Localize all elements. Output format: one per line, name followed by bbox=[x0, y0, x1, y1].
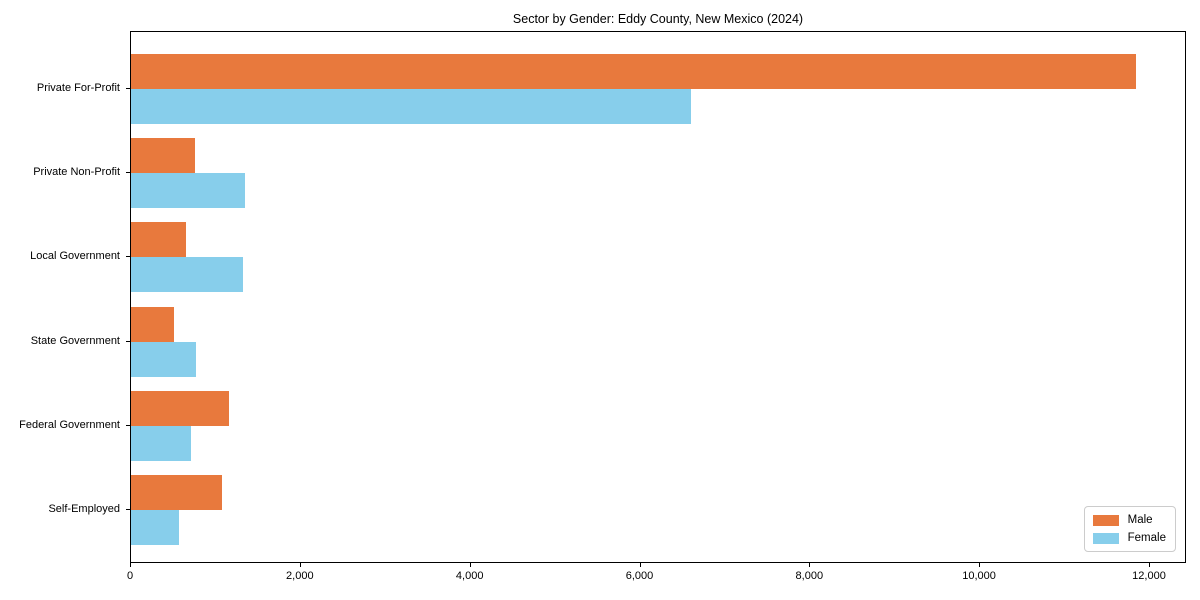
bar-male-federal-government bbox=[131, 390, 229, 426]
bar-male-state-government bbox=[131, 306, 175, 342]
male-swatch-icon bbox=[1092, 514, 1119, 526]
bar-female-federal-government bbox=[131, 425, 192, 461]
x-tick-label-4000: 4,000 bbox=[455, 570, 484, 582]
y-tick-mark bbox=[126, 172, 130, 174]
legend-label-female: Female bbox=[1127, 532, 1166, 544]
x-tick-label-12000: 12,000 bbox=[1132, 570, 1166, 582]
x-tick-label-6000: 6,000 bbox=[625, 570, 654, 582]
y-tick-label-self-employed: Self-Employed bbox=[48, 503, 120, 515]
y-tick-label-local-government: Local Government bbox=[30, 250, 120, 263]
bar-male-private-for-profit bbox=[131, 54, 1137, 89]
bar-female-state-government bbox=[131, 341, 196, 377]
y-tick-mark bbox=[126, 88, 130, 89]
bar-male-private-non-profit bbox=[131, 138, 195, 174]
y-tick-label-private-non-profit: Private Non-Profit bbox=[33, 166, 120, 179]
x-tick-mark bbox=[1149, 563, 1150, 567]
bar-female-private-non-profit bbox=[131, 173, 245, 209]
y-tick-label-private-for-profit: Private For-Profit bbox=[36, 82, 120, 94]
legend: Male Female bbox=[1083, 506, 1176, 552]
x-tick-label-8000: 8,000 bbox=[795, 570, 824, 582]
x-tick-mark bbox=[809, 563, 811, 567]
y-tick-mark bbox=[126, 256, 130, 258]
x-tick-mark bbox=[639, 563, 641, 567]
legend-label-male: Male bbox=[1127, 514, 1153, 526]
x-tick-label-2000: 2,000 bbox=[286, 570, 314, 582]
female-swatch-icon bbox=[1092, 532, 1119, 544]
bar-male-local-government bbox=[131, 222, 187, 258]
bar-female-self-employed bbox=[131, 510, 179, 545]
chart-title: Sector by Gender: Eddy County, New Mexic… bbox=[512, 12, 804, 26]
bar-male-self-employed bbox=[131, 475, 222, 510]
bar-female-local-government bbox=[131, 257, 244, 293]
x-tick-label-0: 0 bbox=[126, 570, 134, 582]
x-tick-mark bbox=[130, 563, 131, 567]
x-tick-mark bbox=[469, 563, 471, 567]
y-tick-mark bbox=[126, 340, 130, 342]
y-tick-mark bbox=[126, 509, 130, 510]
y-tick-label-federal-government: Federal Government bbox=[19, 418, 120, 431]
x-tick-label-10000: 10,000 bbox=[962, 570, 996, 582]
x-tick-mark bbox=[979, 563, 981, 567]
plot-area: Male Female bbox=[130, 31, 1186, 563]
y-tick-label-state-government: State Government bbox=[30, 334, 120, 347]
legend-row-female: Female bbox=[1092, 532, 1166, 544]
y-tick-mark bbox=[126, 424, 130, 426]
bar-female-private-for-profit bbox=[131, 89, 692, 124]
x-tick-mark bbox=[299, 563, 301, 567]
legend-row-male: Male bbox=[1092, 514, 1166, 526]
